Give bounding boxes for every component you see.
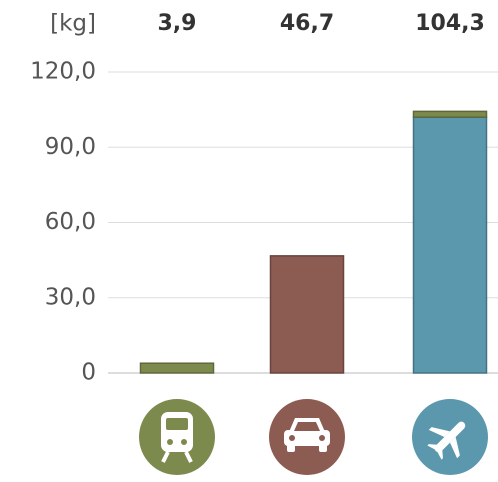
y-tick-label: 30,0 [45,284,96,310]
total-label: 3,9 [158,11,197,36]
bar-segment [139,362,215,374]
y-tick-label: 90,0 [45,134,96,160]
car-icon [269,399,345,475]
bar-segment [412,110,488,118]
y-tick-label: 60,0 [45,209,96,235]
bar-segment [269,255,345,374]
total-label: 46,7 [280,11,334,36]
y-tick-label: 0 [81,360,96,386]
y-axis-label: [kg] [50,11,96,37]
bar-segment [412,116,488,374]
total-label: 104,3 [415,11,485,36]
train-icon [139,399,215,475]
plane-icon [412,399,488,475]
y-tick-label: 120,0 [30,59,96,85]
